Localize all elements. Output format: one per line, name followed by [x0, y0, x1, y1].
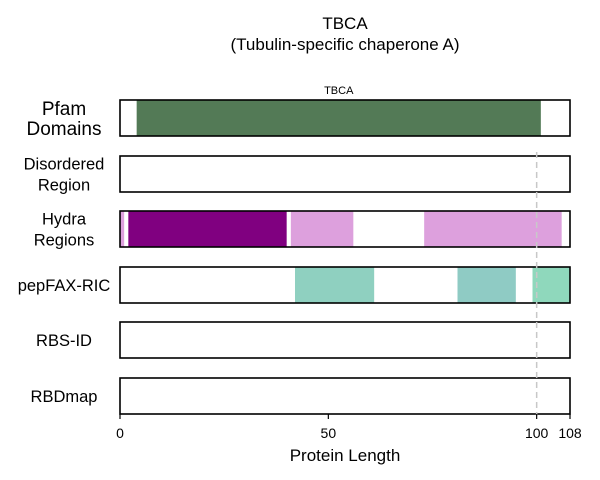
track-hydra-regions: Hydra Regions	[34, 210, 571, 249]
segment	[295, 267, 375, 303]
track-rbs-id: RBS-ID	[36, 321, 571, 359]
track-label: Hydra Regions	[34, 210, 95, 249]
track-pepfax-ric: pepFAX-RIC	[18, 266, 571, 304]
x-tick-label: 0	[116, 425, 124, 441]
track-label: pepFAX-RIC	[18, 277, 111, 295]
segment	[457, 267, 516, 303]
x-axis: 0 50 100 108	[116, 414, 582, 441]
track-frame	[119, 210, 571, 248]
chart-subtitle: (Tubulin-specific chaperone A)	[231, 35, 460, 54]
segment	[424, 211, 562, 247]
x-axis-label: Protein Length	[290, 446, 401, 465]
track-label: RBS-ID	[36, 332, 92, 350]
segment	[136, 100, 541, 136]
x-tick-label: 50	[321, 425, 337, 441]
track-label: Pfam Domains	[27, 99, 102, 140]
segment	[532, 267, 570, 303]
chart-title: TBCA	[322, 14, 368, 33]
x-tick-label: 100	[525, 425, 549, 441]
track-frame	[119, 99, 571, 137]
domain-label: TBCA	[324, 85, 354, 97]
track-frame	[119, 377, 571, 415]
track-disordered-region: Disordered Region	[24, 155, 571, 194]
segment	[128, 211, 287, 247]
track-frame	[119, 266, 571, 304]
track-pfam-domains: TBCA Pfam Domains	[27, 85, 571, 140]
segment	[290, 211, 354, 247]
track-frame	[119, 155, 571, 193]
x-tick-label: 108	[558, 425, 582, 441]
track-rbdmap: RBDmap	[31, 377, 571, 415]
segment	[120, 211, 125, 247]
track-frame	[119, 321, 571, 359]
track-label: Disordered Region	[24, 155, 105, 194]
track-label: RBDmap	[31, 388, 98, 406]
tracks: TBCA Pfam Domains Disordered Region Hydra Regi…	[18, 85, 571, 416]
